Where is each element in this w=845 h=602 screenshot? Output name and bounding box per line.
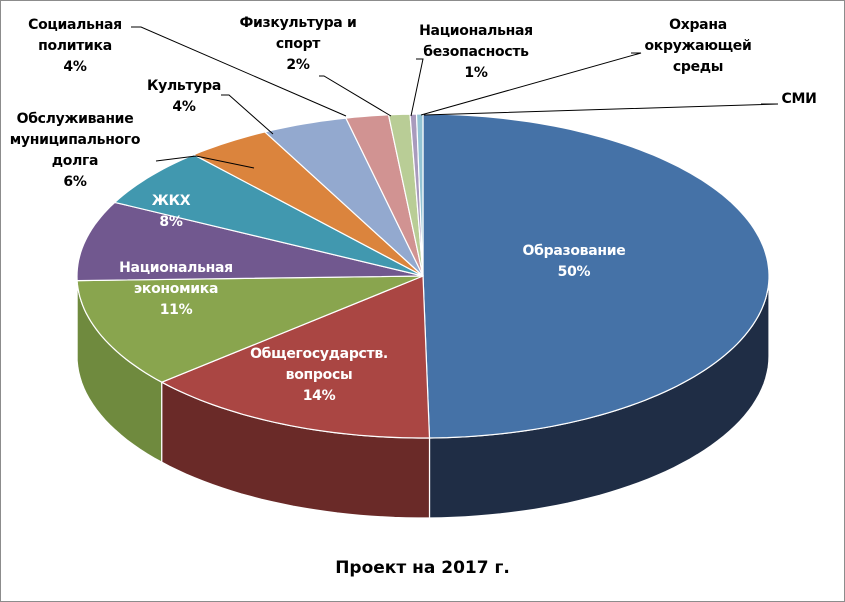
data-label-line: ЖКХ — [151, 193, 191, 209]
data-label-line: Общегосударств. — [250, 346, 388, 362]
data-label-жкх: ЖКХ 8% — [151, 191, 191, 233]
data-label-line: Физкультура и — [239, 15, 357, 31]
data-label-культура: Культура 4% — [147, 76, 221, 118]
data-label-line: 8% — [159, 214, 183, 230]
data-label-образование: Образование 50% — [523, 241, 626, 283]
data-label-line: СМИ — [781, 91, 817, 107]
leader-lines — [131, 26, 779, 169]
data-label-социальная-политика: Социальная политика 4% — [28, 15, 122, 78]
data-label-line: муниципального — [9, 132, 141, 148]
data-label-национальная-безопасность: Национальная безопасность 1% — [419, 21, 533, 84]
leader-line — [155, 155, 255, 169]
data-label-line: Образование — [522, 243, 626, 259]
data-label-line: 11% — [159, 302, 193, 318]
pie-slice-образование[interactable] — [422, 113, 770, 439]
data-label-line: среды — [672, 59, 724, 75]
data-label-line: Социальная — [28, 17, 122, 33]
data-label-line: 14% — [302, 388, 336, 404]
data-label-национальная-экономика: Национальная экономика 11% — [119, 258, 233, 321]
data-label-line: 4% — [172, 99, 196, 115]
data-label-сми: СМИ — [781, 89, 816, 110]
pie-slice-национальная-экономика[interactable] — [76, 275, 424, 383]
data-label-line: 4% — [63, 59, 87, 75]
data-label-line: 2% — [286, 57, 310, 73]
pie-slice-культура[interactable] — [193, 131, 424, 277]
data-label-общегосударств-вопросы: Общегосударств. вопросы 14% — [250, 344, 388, 407]
data-label-line: 50% — [557, 264, 591, 280]
pie-slices — [76, 113, 770, 439]
data-label-line: Охрана — [669, 17, 727, 33]
data-label-line: спорт — [275, 36, 321, 52]
data-label-физкультура-и-спорт: Физкультура и спорт 2% — [239, 13, 356, 76]
pie-slice-обслуживание-муниципального-долга[interactable] — [114, 154, 424, 277]
pie-slice-общегосударств-вопросы[interactable] — [161, 275, 431, 439]
data-label-обслуживание-муниципального-долга: Обслуживание муниципального долга 6% — [10, 109, 141, 193]
data-label-line: экономика — [133, 281, 219, 297]
leader-line — [319, 75, 392, 117]
leader-line — [131, 26, 347, 117]
leader-line — [221, 94, 274, 135]
leader-line — [420, 52, 642, 116]
chart-title: Проект на 2017 г. — [335, 558, 510, 578]
leader-line — [410, 58, 424, 117]
data-label-line: безопасность — [423, 44, 529, 60]
data-label-охрана-окружающей-среды: Охрана окружающей среды — [644, 15, 751, 78]
data-label-line: Национальная — [419, 23, 533, 39]
pie-slice-сми[interactable] — [415, 113, 424, 277]
data-label-line: вопросы — [285, 367, 353, 383]
pie-slice-социальная-политика[interactable] — [264, 117, 424, 277]
data-label-line: долга — [51, 153, 99, 169]
leader-line — [423, 103, 779, 116]
data-label-line: Культура — [147, 78, 221, 94]
pie-slice-жкх[interactable] — [76, 201, 424, 282]
pie-slice-физкультура-и-спорт[interactable] — [345, 114, 424, 277]
data-label-line: 1% — [464, 65, 488, 81]
data-label-line: окружающей — [644, 38, 752, 54]
data-label-line: политика — [38, 38, 112, 54]
data-label-line: Обслуживание — [16, 111, 134, 127]
data-label-line: 6% — [63, 174, 87, 190]
data-label-line: Национальная — [119, 260, 233, 276]
